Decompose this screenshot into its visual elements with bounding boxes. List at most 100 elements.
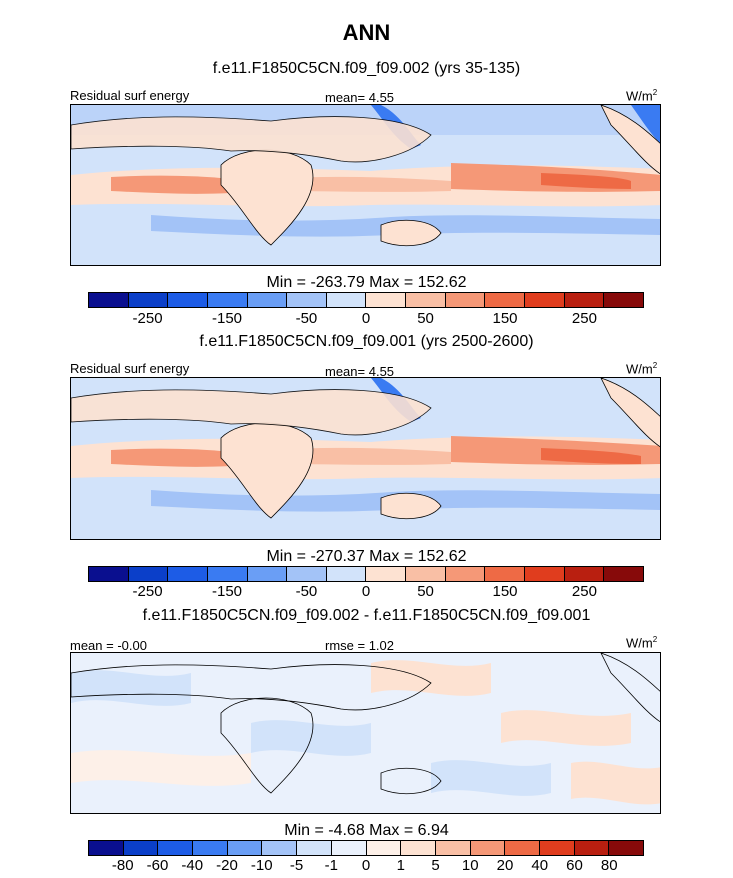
colorbar-swatch: [158, 841, 194, 855]
colorbar-swatch: [89, 567, 129, 581]
colorbar-swatch: [128, 293, 169, 307]
colorbar-tick-label: 10: [461, 857, 479, 874]
colorbar-swatch: [525, 567, 565, 581]
colorbar-tick-label: 0: [361, 857, 371, 874]
colorbar-swatch: [128, 567, 169, 581]
colorbar-swatch: [287, 293, 327, 307]
colorbar-swatch: [193, 841, 228, 855]
colorbar-swatch: [89, 293, 129, 307]
colorbar-swatch: [227, 841, 263, 855]
colorbar-swatch: [485, 567, 526, 581]
colorbar-tick-label: -50: [295, 310, 318, 327]
colorbar-tick-label: 60: [566, 857, 583, 874]
colorbar-swatch: [604, 293, 643, 307]
colorbar-swatch: [287, 567, 327, 581]
panel-2-minmax: Min = -270.37 Max = 152.62: [266, 548, 467, 565]
colorbar-swatch: [168, 567, 208, 581]
panel-3-map-field: [71, 653, 660, 813]
colorbar-tick-label: 150: [492, 583, 518, 600]
panel-3-colorbar: [88, 840, 644, 856]
panel-1-units: W/m2: [626, 88, 658, 104]
colorbar-swatch: [366, 841, 402, 855]
colorbar-tick-label: -250: [132, 583, 163, 600]
colorbar-swatch: [445, 567, 486, 581]
panel-3-colorbar-ticks: -80 -60 -40 -20 -10 -5 -1 0 1 5 10 20 40 60 80: [88, 857, 644, 875]
panel-1-map: [70, 104, 661, 266]
colorbar-swatch: [326, 293, 367, 307]
colorbar-swatch: [366, 567, 407, 581]
panel-2-colorbar-ticks: -250 -150 -50 0 50 150 250: [88, 583, 644, 601]
panel-3-rmse-label: rmse = 1.02: [325, 638, 395, 653]
colorbar-tick-label: 250: [571, 583, 597, 600]
colorbar-tick-label: -40: [181, 857, 204, 874]
colorbar-swatch: [247, 293, 288, 307]
panel-1-colorbar: [88, 292, 644, 308]
colorbar-tick-label: 0: [361, 310, 371, 327]
panel-2-case-title: f.e11.F1850C5CN.f09_f09.001 (yrs 2500-26…: [199, 333, 534, 350]
colorbar-swatch: [401, 841, 436, 855]
colorbar-swatch: [326, 567, 367, 581]
colorbar-swatch: [470, 841, 506, 855]
colorbar-swatch: [564, 567, 605, 581]
colorbar-tick-label: -20: [216, 857, 238, 874]
colorbar-tick-label: 5: [431, 857, 440, 874]
panel-3-mean-label: mean = -0.00: [70, 638, 147, 653]
colorbar-swatch: [445, 293, 486, 307]
panel-2-map-field: [71, 378, 660, 539]
colorbar-swatch: [485, 293, 526, 307]
colorbar-swatch: [609, 841, 643, 855]
colorbar-swatch: [89, 841, 124, 855]
panel-1-left-label: Residual surf energy: [70, 88, 190, 103]
colorbar-tick-label: 50: [417, 583, 434, 600]
colorbar-tick-label: 80: [600, 857, 618, 874]
panel-2-left-label: Residual surf energy: [70, 361, 190, 376]
colorbar-swatch: [564, 293, 605, 307]
colorbar-tick-label: -50: [295, 583, 318, 600]
colorbar-tick-label: 150: [492, 310, 518, 327]
panel-1-minmax: Min = -263.79 Max = 152.62: [266, 274, 467, 291]
panel-1-case-title: f.e11.F1850C5CN.f09_f09.002 (yrs 35-135): [212, 60, 521, 77]
colorbar-swatch: [574, 841, 610, 855]
colorbar-swatch: [168, 293, 208, 307]
colorbar-swatch: [366, 293, 407, 307]
colorbar-tick-label: 50: [417, 310, 434, 327]
colorbar-swatch: [297, 841, 332, 855]
colorbar-tick-label: 250: [571, 310, 597, 327]
colorbar-tick-label: -150: [211, 310, 243, 327]
colorbar-swatch: [207, 293, 248, 307]
panel-1-map-field: [71, 105, 660, 265]
panel-1-mean-label: mean= 4.55: [325, 90, 395, 105]
panel-2-units: W/m2: [626, 361, 658, 377]
colorbar-swatch: [406, 567, 446, 581]
colorbar-swatch: [207, 567, 248, 581]
colorbar-tick-label: -10: [250, 857, 273, 874]
colorbar-swatch: [525, 293, 565, 307]
colorbar-tick-label: 0: [361, 583, 371, 600]
colorbar-tick-label: -250: [132, 310, 163, 327]
panel-3-map: [70, 652, 661, 814]
colorbar-tick-label: 20: [496, 857, 514, 874]
colorbar-tick-label: -1: [324, 857, 338, 874]
colorbar-swatch: [505, 841, 540, 855]
panel-2-map: [70, 377, 661, 540]
colorbar-swatch: [262, 841, 298, 855]
panel-3-units: W/m2: [626, 635, 658, 651]
panel-1-colorbar-ticks: -250 -150 -50 0 50 150 250: [88, 310, 644, 328]
panel-3-case-title: f.e11.F1850C5CN.f09_f09.002 - f.e11.F185…: [142, 607, 591, 624]
colorbar-swatch: [604, 567, 643, 581]
colorbar-tick-label: -150: [211, 583, 243, 600]
colorbar-swatch: [539, 841, 575, 855]
colorbar-tick-label: -5: [289, 857, 304, 874]
colorbar-swatch: [435, 841, 471, 855]
colorbar-tick-label: 40: [531, 857, 549, 874]
colorbar-swatch: [123, 841, 159, 855]
colorbar-swatch: [247, 567, 288, 581]
colorbar-tick-label: 1: [396, 857, 405, 874]
colorbar-swatch: [406, 293, 446, 307]
panel-2-colorbar: [88, 566, 644, 582]
colorbar-swatch: [331, 841, 367, 855]
main-title: ANN: [342, 20, 391, 45]
colorbar-tick-label: -80: [111, 857, 134, 874]
panel-3-minmax: Min = -4.68 Max = 6.94: [284, 822, 449, 839]
colorbar-tick-label: -60: [146, 857, 169, 874]
